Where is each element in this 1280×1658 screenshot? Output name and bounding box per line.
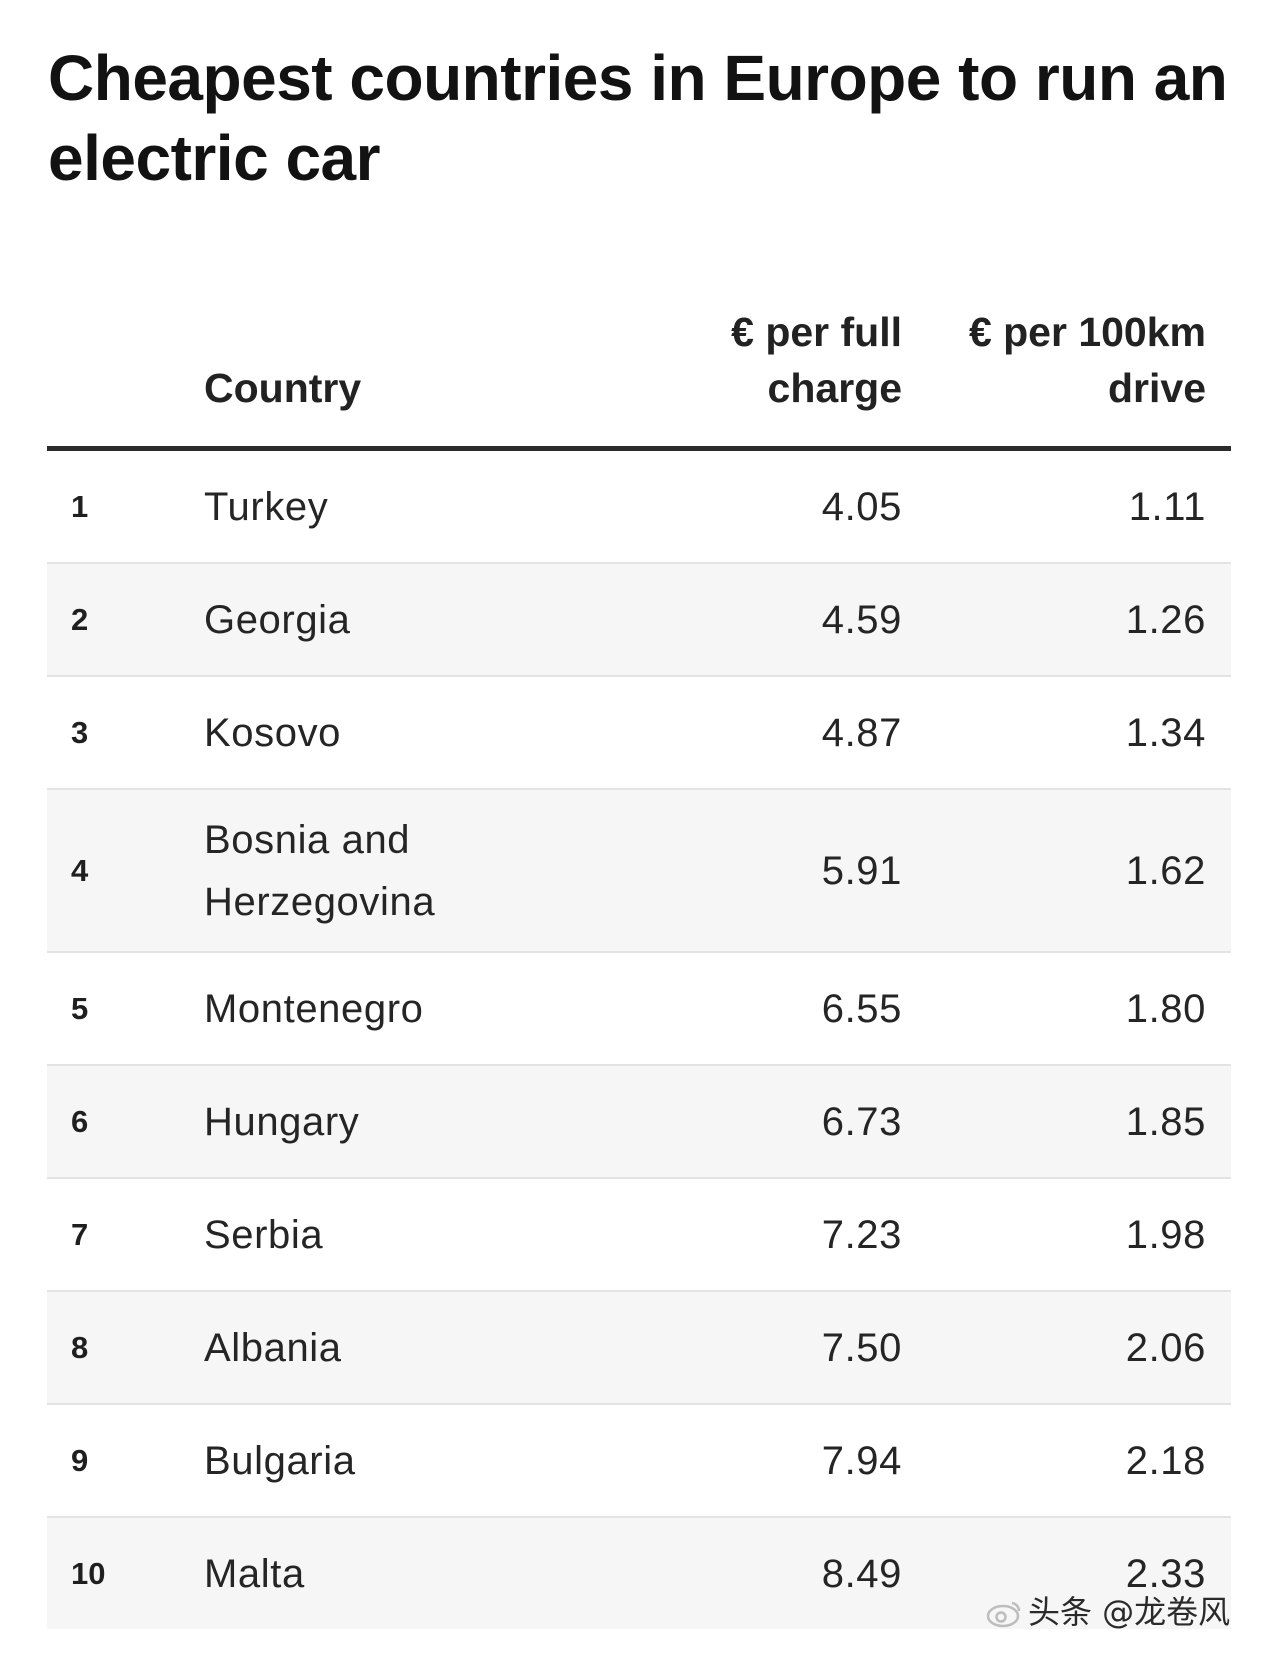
table-row: 3 Kosovo 4.87 1.34 bbox=[47, 676, 1231, 790]
country-cell: Malta bbox=[204, 1517, 624, 1629]
table-row: 10 Malta 8.49 2.33 bbox=[47, 1517, 1231, 1629]
table-header: Country € per full charge € per 100km dr… bbox=[47, 270, 1231, 451]
drive-cell: 1.34 bbox=[902, 676, 1231, 790]
country-cell: Montenegro bbox=[204, 952, 624, 1066]
rank-cell: 4 bbox=[47, 789, 204, 953]
country-cell: Kosovo bbox=[204, 676, 624, 790]
rank-cell: 9 bbox=[47, 1404, 204, 1518]
watermark: 头条 @龙卷风 bbox=[986, 1592, 1256, 1652]
header-drive: € per 100km drive bbox=[902, 270, 1231, 451]
rank-cell: 7 bbox=[47, 1178, 204, 1292]
charge-cell: 7.94 bbox=[624, 1404, 902, 1518]
charge-cell: 8.49 bbox=[624, 1517, 902, 1629]
country-cell: Hungary bbox=[204, 1065, 624, 1179]
rank-cell: 8 bbox=[47, 1291, 204, 1405]
drive-cell: 1.26 bbox=[902, 563, 1231, 677]
charge-cell: 5.91 bbox=[624, 789, 902, 953]
weibo-eye-icon bbox=[986, 1601, 1021, 1628]
data-table: Country € per full charge € per 100km dr… bbox=[47, 270, 1231, 1629]
charge-cell: 4.59 bbox=[624, 563, 902, 677]
charge-cell: 6.73 bbox=[624, 1065, 902, 1179]
charge-cell: 4.05 bbox=[624, 448, 902, 564]
table-row: 5 Montenegro 6.55 1.80 bbox=[47, 952, 1231, 1066]
table-body: 1 Turkey 4.05 1.11 2 Georgia 4.59 1.26 3 Kosovo 4.… bbox=[47, 448, 1231, 1629]
drive-cell: 2.18 bbox=[902, 1404, 1231, 1518]
drive-cell: 2.06 bbox=[902, 1291, 1231, 1405]
header-country: Country bbox=[204, 270, 624, 451]
rank-cell: 2 bbox=[47, 563, 204, 677]
drive-cell: 1.98 bbox=[902, 1178, 1231, 1292]
country-cell: Bosnia and Herzegovina bbox=[204, 789, 624, 953]
rank-cell: 5 bbox=[47, 952, 204, 1066]
drive-cell: 1.80 bbox=[902, 952, 1231, 1066]
charge-cell: 7.23 bbox=[624, 1178, 902, 1292]
watermark-text: 头条 @龙卷风 bbox=[1028, 1593, 1231, 1631]
country-cell: Georgia bbox=[204, 563, 624, 677]
charge-cell: 6.55 bbox=[624, 952, 902, 1066]
header-charge: € per full charge bbox=[624, 270, 902, 451]
table-row: 4 Bosnia and Herzegovina 5.91 1.62 bbox=[47, 789, 1231, 953]
table-row: 9 Bulgaria 7.94 2.18 bbox=[47, 1404, 1231, 1518]
header-rank bbox=[47, 270, 204, 451]
chart-title: Cheapest countries in Europe to run an e… bbox=[48, 42, 1228, 194]
table-row: 7 Serbia 7.23 1.98 bbox=[47, 1178, 1231, 1292]
header-row: Country € per full charge € per 100km dr… bbox=[47, 270, 1231, 451]
rank-cell: 6 bbox=[47, 1065, 204, 1179]
country-cell: Albania bbox=[204, 1291, 624, 1405]
drive-cell: 1.85 bbox=[902, 1065, 1231, 1179]
table-row: 1 Turkey 4.05 1.11 bbox=[47, 448, 1231, 564]
drive-cell: 1.62 bbox=[902, 789, 1231, 953]
country-cell: Serbia bbox=[204, 1178, 624, 1292]
rank-cell: 3 bbox=[47, 676, 204, 790]
charge-cell: 4.87 bbox=[624, 676, 902, 790]
charge-cell: 7.50 bbox=[624, 1291, 902, 1405]
rank-cell: 1 bbox=[47, 448, 204, 564]
table-row: 6 Hungary 6.73 1.85 bbox=[47, 1065, 1231, 1179]
drive-cell: 2.33 bbox=[902, 1517, 1231, 1629]
table-row: 2 Georgia 4.59 1.26 bbox=[47, 563, 1231, 677]
country-cell: Turkey bbox=[204, 448, 624, 564]
rank-cell: 10 bbox=[47, 1517, 204, 1629]
country-cell: Bulgaria bbox=[204, 1404, 624, 1518]
table-row: 8 Albania 7.50 2.06 bbox=[47, 1291, 1231, 1405]
drive-cell: 1.11 bbox=[902, 448, 1231, 564]
